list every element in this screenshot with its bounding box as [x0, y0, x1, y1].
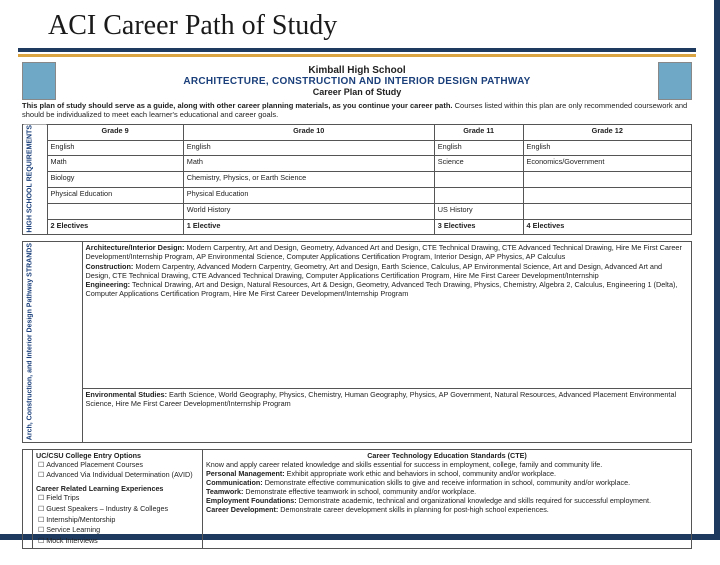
req-vlabel: HIGH SCHOOL REQUIREMENTS	[23, 124, 48, 235]
cell: Physical Education	[183, 187, 434, 203]
cell	[523, 203, 691, 219]
strand-label: Environmental Studies:	[86, 390, 168, 399]
strand-text: Earth Science, World Geography, Physics,…	[86, 390, 677, 408]
intro-text: This plan of study should serve as a gui…	[22, 101, 692, 120]
cte-label: Personal Management:	[206, 469, 285, 478]
requirements-table: HIGH SCHOOL REQUIREMENTS Grade 9 Grade 1…	[22, 124, 692, 236]
cell: Economics/Government	[523, 156, 691, 172]
list-item: Guest Speakers – Industry & Colleges	[38, 504, 199, 515]
cell	[434, 187, 523, 203]
strands-bottom: Environmental Studies: Earth Science, Wo…	[82, 388, 692, 442]
list-item: Mock Interviews	[38, 536, 199, 547]
cell: English	[434, 140, 523, 156]
logo-right-icon	[658, 62, 692, 100]
slide-title: ACI Career Path of Study	[0, 0, 714, 48]
cell: 1 Elective	[183, 219, 434, 235]
cell: Physical Education	[47, 187, 183, 203]
strand-text: Modern Carpentry, Advanced Modern Carpen…	[86, 262, 663, 280]
cte-label: Employment Foundations:	[206, 496, 297, 505]
strand-text: Technical Drawing, Art and Design, Natur…	[86, 280, 678, 298]
bottom-left: UC/CSU College Entry Options Advanced Pl…	[33, 449, 203, 548]
table-row: 2 Electives 1 Elective 3 Electives 4 Ele…	[23, 219, 692, 235]
cte-label: Career Development:	[206, 505, 278, 514]
cte-text: Demonstrate effective teamwork in school…	[243, 487, 476, 496]
experiences-list: Field Trips Guest Speakers – Industry & …	[36, 493, 199, 547]
list-item: Service Learning	[38, 525, 199, 536]
cte-text: Demonstrate career development skills in…	[278, 505, 548, 514]
experiences-head: Career Related Learning Experiences	[36, 484, 199, 493]
req-col-g10: Grade 10	[183, 124, 434, 140]
title-rule	[18, 48, 696, 57]
cell	[523, 187, 691, 203]
strands-table: Arch, Construction, and Interior Design …	[22, 241, 692, 442]
table-row: English English English English	[23, 140, 692, 156]
doc-header: Kimball High School ARCHITECTURE, CONSTR…	[22, 65, 692, 97]
logo-left-icon	[22, 62, 56, 100]
table-row: Physical Education Physical Education	[23, 187, 692, 203]
strand-label: Architecture/Interior Design:	[86, 243, 185, 252]
table-row: Biology Chemistry, Physics, or Earth Sci…	[23, 172, 692, 188]
cell: English	[183, 140, 434, 156]
table-row: Math Math Science Economics/Government	[23, 156, 692, 172]
list-item: Advanced Via Individual Determination (A…	[38, 470, 199, 481]
cell: 2 Electives	[47, 219, 183, 235]
strands-vlabel: Arch, Construction, and Interior Design …	[23, 242, 83, 442]
list-item: Advanced Placement Courses	[38, 460, 199, 471]
req-col-g9: Grade 9	[47, 124, 183, 140]
list-item: Internship/Mentorship	[38, 515, 199, 526]
pathway-title: ARCHITECTURE, CONSTRUCTION AND INTERIOR …	[183, 76, 530, 87]
cte-label: Communication:	[206, 478, 263, 487]
bottom-table: UC/CSU College Entry Options Advanced Pl…	[22, 449, 692, 549]
cte-text: Know and apply career related knowledge …	[206, 460, 602, 469]
strands-top: Architecture/Interior Design: Modern Car…	[82, 242, 692, 388]
cell: Science	[434, 156, 523, 172]
cell	[47, 203, 183, 219]
cte-head: Career Technology Education Standards (C…	[206, 451, 688, 460]
slide-frame: ACI Career Path of Study Kimball High Sc…	[0, 0, 720, 540]
cte-text: Demonstrate academic, technical and orga…	[297, 496, 651, 505]
college-options-list: Advanced Placement Courses Advanced Via …	[36, 460, 199, 482]
cte-label: Teamwork:	[206, 487, 243, 496]
document-body: Kimball High School ARCHITECTURE, CONSTR…	[0, 57, 714, 565]
cell: English	[47, 140, 183, 156]
cell: Math	[183, 156, 434, 172]
cell: US History	[434, 203, 523, 219]
intro-bold: This plan of study should serve as a gui…	[22, 101, 453, 110]
table-row: World History US History	[23, 203, 692, 219]
uc-csu-head: UC/CSU College Entry Options	[36, 451, 199, 460]
cell: Chemistry, Physics, or Earth Science	[183, 172, 434, 188]
cte-text: Exhibit appropriate work ethic and behav…	[285, 469, 556, 478]
school-name: Kimball High School	[183, 65, 530, 76]
bottom-vlabel	[23, 449, 33, 548]
cell: Biology	[47, 172, 183, 188]
list-item: Field Trips	[38, 493, 199, 504]
cell: World History	[183, 203, 434, 219]
strand-label: Engineering:	[86, 280, 131, 289]
cell	[523, 172, 691, 188]
cte-text: Demonstrate effective communication skil…	[263, 478, 630, 487]
cell: English	[523, 140, 691, 156]
cell	[434, 172, 523, 188]
req-col-g11: Grade 11	[434, 124, 523, 140]
plan-subtitle: Career Plan of Study	[183, 87, 530, 97]
cell: 3 Electives	[434, 219, 523, 235]
strand-label: Construction:	[86, 262, 134, 271]
cell: 4 Electives	[523, 219, 691, 235]
cell: Math	[47, 156, 183, 172]
req-col-g12: Grade 12	[523, 124, 691, 140]
bottom-right: Career Technology Education Standards (C…	[203, 449, 692, 548]
